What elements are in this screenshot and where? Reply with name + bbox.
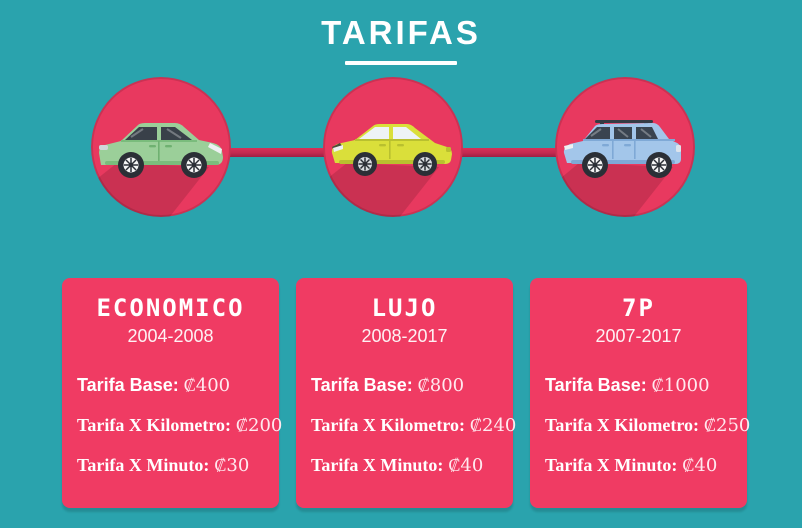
vehicle-timeline xyxy=(0,77,802,217)
vehicle-badge-economico xyxy=(91,77,231,217)
page-title: TARIFAS xyxy=(321,14,481,51)
green-sedan-icon xyxy=(91,77,231,217)
tariff-rows: Tarifa Base: ₡800 Tarifa X Kilometro: ₡2… xyxy=(296,375,516,476)
tariff-row-base: Tarifa Base: ₡800 xyxy=(311,375,498,396)
card-7p: 7P 2007-2017 Tarifa Base: ₡1000 Tarifa X… xyxy=(530,278,750,508)
tariff-value: ₡40 xyxy=(682,455,718,476)
blue-wagon-icon xyxy=(555,77,695,217)
vehicle-badge-lujo xyxy=(323,77,463,217)
wheel xyxy=(582,152,608,178)
wheel xyxy=(118,152,144,178)
tariff-label: Tarifa X Kilometro: xyxy=(545,415,699,435)
tariff-value: ₡30 xyxy=(214,455,250,476)
tariff-rows: Tarifa Base: ₡400 Tarifa X Kilometro: ₡2… xyxy=(62,375,282,476)
yellow-sedan-icon xyxy=(323,77,463,217)
wheel xyxy=(413,152,437,176)
card-title: ECONOMICO xyxy=(96,294,245,322)
wheel xyxy=(646,152,672,178)
tariff-row-base: Tarifa Base: ₡400 xyxy=(77,375,264,396)
tariff-row-min: Tarifa X Minuto: ₡30 xyxy=(77,455,264,476)
card-economico: ECONOMICO 2004-2008 Tarifa Base: ₡400 Ta… xyxy=(62,278,282,508)
tariff-label: Tarifa Base: xyxy=(77,375,179,395)
card-title: 7P xyxy=(622,294,655,322)
tariff-row-base: Tarifa Base: ₡1000 xyxy=(545,375,732,396)
title-underline xyxy=(345,61,457,65)
card-years: 2007-2017 xyxy=(595,326,682,346)
card-years: 2004-2008 xyxy=(127,326,214,346)
card-title: LUJO xyxy=(371,294,438,322)
tariff-label: Tarifa X Minuto: xyxy=(545,455,678,475)
tariff-value: ₡40 xyxy=(448,455,484,476)
tariff-value: ₡1000 xyxy=(651,375,710,396)
tariff-row-min: Tarifa X Minuto: ₡40 xyxy=(311,455,498,476)
card-lujo: LUJO 2008-2017 Tarifa Base: ₡800 Tarifa … xyxy=(296,278,516,508)
wheel xyxy=(181,152,207,178)
tariff-label: Tarifa Base: xyxy=(545,375,647,395)
vehicle-badge-7p xyxy=(555,77,695,217)
tariff-label: Tarifa X Minuto: xyxy=(311,455,444,475)
tariff-value: ₡400 xyxy=(183,375,231,396)
tariff-value: ₡200 xyxy=(236,415,283,436)
tariff-row-km: Tarifa X Kilometro: ₡240 xyxy=(311,415,516,436)
tariff-row-min: Tarifa X Minuto: ₡40 xyxy=(545,455,732,476)
tariff-value: ₡240 xyxy=(470,415,517,436)
card-years: 2008-2017 xyxy=(361,326,448,346)
tariff-value: ₡800 xyxy=(417,375,465,396)
tariff-label: Tarifa X Kilometro: xyxy=(77,415,231,435)
tariff-label: Tarifa X Minuto: xyxy=(77,455,210,475)
tariff-row-km: Tarifa X Kilometro: ₡200 xyxy=(77,415,282,436)
tariff-row-km: Tarifa X Kilometro: ₡250 xyxy=(545,415,750,436)
header: TARIFAS xyxy=(0,0,802,65)
tariff-label: Tarifa X Kilometro: xyxy=(311,415,465,435)
tariff-label: Tarifa Base: xyxy=(311,375,413,395)
tariff-value: ₡250 xyxy=(704,415,751,436)
wheel xyxy=(353,152,377,176)
tariff-cards: ECONOMICO 2004-2008 Tarifa Base: ₡400 Ta… xyxy=(62,278,750,508)
tariff-rows: Tarifa Base: ₡1000 Tarifa X Kilometro: ₡… xyxy=(530,375,750,476)
